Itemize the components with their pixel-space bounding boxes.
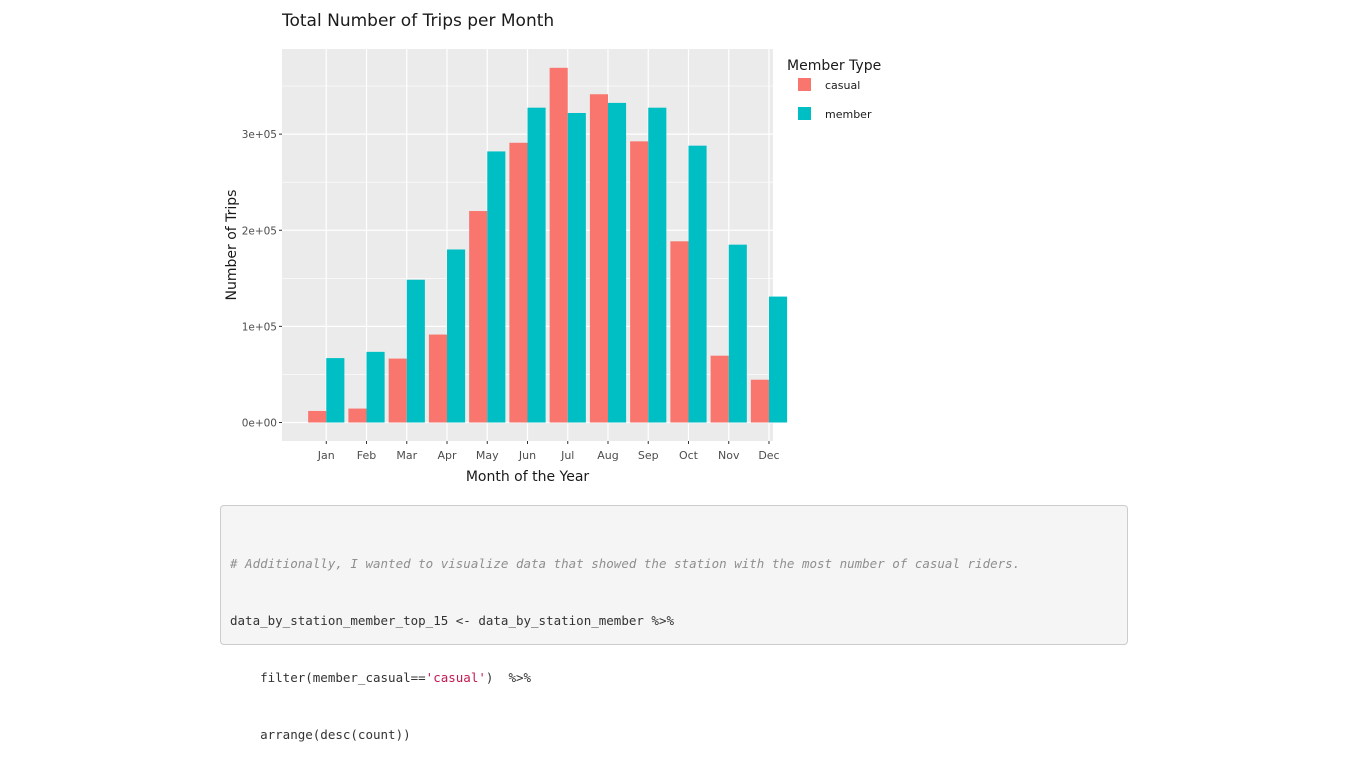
bar-casual bbox=[388, 358, 407, 423]
bar-casual bbox=[750, 379, 769, 423]
legend-title: Member Type bbox=[787, 58, 881, 74]
bar-casual bbox=[710, 355, 729, 423]
y-tick-label: 3e+05 bbox=[242, 129, 277, 141]
x-tick-label: Feb bbox=[357, 449, 376, 462]
x-tick-label: Oct bbox=[679, 449, 699, 462]
bar-member bbox=[688, 145, 707, 423]
code-comment: # Additionally, I wanted to visualize da… bbox=[230, 556, 1021, 571]
chart-title: Total Number of Trips per Month bbox=[281, 11, 554, 31]
bar-member bbox=[567, 112, 586, 423]
bar-casual bbox=[308, 410, 327, 423]
y-tick-label: 0e+00 bbox=[242, 418, 277, 430]
x-axis-label: Month of the Year bbox=[466, 469, 590, 485]
bar-member bbox=[487, 151, 506, 423]
x-tick-label: Nov bbox=[718, 449, 740, 462]
bar-member bbox=[326, 358, 345, 423]
x-tick-label: Jun bbox=[518, 449, 536, 462]
axes: 0e+00 1e+05 2e+05 3e+05 Jan Feb Mar Apr May Jun Ju… bbox=[242, 129, 780, 462]
x-tick-label: Apr bbox=[437, 449, 457, 462]
legend-label-member: member bbox=[825, 108, 872, 121]
x-tick-label: May bbox=[476, 449, 499, 462]
bar-casual bbox=[428, 334, 448, 423]
bar-member bbox=[648, 107, 667, 423]
bars bbox=[308, 67, 788, 423]
bar-casual bbox=[469, 211, 488, 423]
legend-key-casual bbox=[798, 78, 811, 91]
bar-casual bbox=[549, 67, 568, 423]
code-fragment: filter(member_casual== bbox=[230, 670, 426, 685]
bar-member bbox=[607, 102, 627, 423]
bar-casual bbox=[348, 408, 367, 423]
bar-member bbox=[728, 244, 747, 423]
bar-casual bbox=[509, 142, 528, 423]
code-line: filter(member_casual=='casual') %>% bbox=[230, 668, 1118, 687]
bar-casual bbox=[630, 141, 649, 423]
code-block: # Additionally, I wanted to visualize da… bbox=[220, 505, 1128, 742]
trips-per-month-chart: Total Number of Trips per Month 0e+00 1e+… bbox=[224, 11, 881, 485]
x-tick-label: Mar bbox=[396, 449, 417, 462]
bar-casual bbox=[670, 241, 689, 423]
code-line: data_by_station_member_top_15 <- data_by… bbox=[230, 613, 675, 628]
code-string: 'casual' bbox=[425, 670, 486, 685]
bar-member bbox=[366, 351, 385, 423]
code-line: arrange(desc(count)) bbox=[230, 727, 411, 742]
bar-member bbox=[527, 107, 546, 423]
y-tick-label: 2e+05 bbox=[242, 225, 277, 237]
bar-member bbox=[768, 296, 788, 423]
x-tick-label: Jul bbox=[560, 449, 574, 462]
x-tick-label: Sep bbox=[638, 449, 659, 462]
y-tick-label: 1e+05 bbox=[242, 321, 277, 333]
x-tick-label: Jan bbox=[317, 449, 335, 462]
bar-member bbox=[447, 249, 466, 423]
bar-casual bbox=[589, 94, 608, 423]
legend-label-casual: casual bbox=[825, 79, 860, 92]
legend: Member Type casual member bbox=[787, 58, 881, 121]
bar-member bbox=[406, 279, 425, 423]
legend-key-member bbox=[798, 107, 811, 120]
x-tick-label: Dec bbox=[758, 449, 779, 462]
y-axis-label: Number of Trips bbox=[224, 190, 240, 301]
code-fragment: ) %>% bbox=[485, 670, 532, 685]
x-tick-label: Aug bbox=[597, 449, 618, 462]
